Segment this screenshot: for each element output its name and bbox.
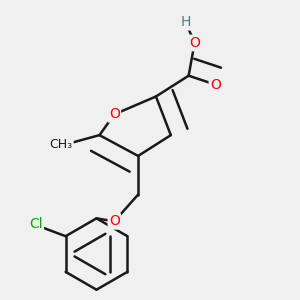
Text: O: O: [109, 214, 120, 228]
Text: O: O: [109, 107, 120, 121]
Text: H: H: [181, 15, 191, 29]
Text: O: O: [189, 36, 200, 50]
Text: Cl: Cl: [29, 217, 43, 231]
Text: O: O: [210, 78, 221, 92]
Text: CH₃: CH₃: [49, 138, 72, 151]
